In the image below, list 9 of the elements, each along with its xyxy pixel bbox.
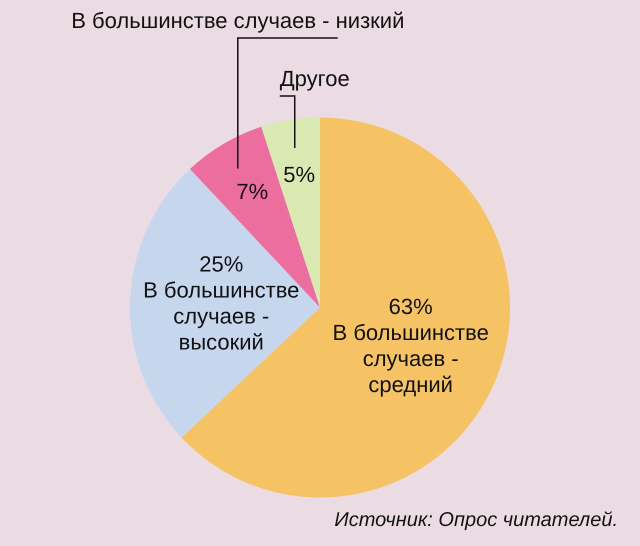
slice-label: В большинстве случаев - высокий <box>143 277 300 354</box>
data-label: 63% <box>388 294 433 319</box>
data-label: 7% <box>236 179 268 204</box>
text: Источник: Опрос читателей. <box>334 509 618 532</box>
slice-label: В большинстве случаев - средний <box>332 320 489 397</box>
data-label: 5% <box>283 162 316 188</box>
data-label: 25% <box>199 251 244 276</box>
slice-label: Другое <box>280 66 350 92</box>
slice-label: В большинстве случаев - низкий <box>71 8 404 34</box>
